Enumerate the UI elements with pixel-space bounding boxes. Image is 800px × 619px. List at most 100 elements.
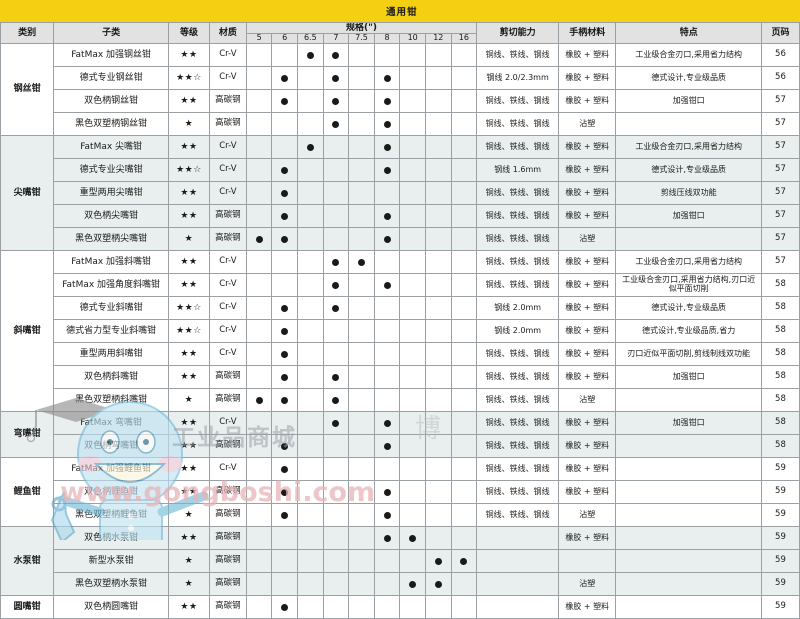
- spec-cell-7.5: [348, 503, 375, 528]
- spec-cell-10: [399, 549, 426, 574]
- cutting-cell: 铜线、铁线、钢线: [476, 388, 560, 413]
- spec-cell-7: [322, 181, 350, 206]
- table-row[interactable]: 钢丝钳 FatMax 加强钢丝钳 ★★ Cr-V 铜线、铁线、钢线 橡胶 + 塑料 工业级合…: [0, 43, 800, 137]
- col-handle: 手柄材料: [558, 21, 617, 45]
- spec-cell-6.5: [297, 43, 324, 68]
- spec-cell-6: [271, 273, 299, 298]
- page-cell: 56: [760, 43, 800, 68]
- material-cell: Cr-V: [208, 135, 247, 160]
- spec-cell-7.5: [348, 204, 375, 229]
- spec-cell-12: [424, 227, 452, 252]
- table-row[interactable]: 鲤鱼钳 FatMax 加强鲤鱼钳 ★★ Cr-V 铜线、铁线、钢线 橡胶 + 塑料 59: [0, 457, 800, 528]
- spec-cell-6.5: [297, 595, 324, 619]
- table-row[interactable]: FatMax 加强角度斜嘴钳 ★★ Cr-V 铜线、铁线、钢线 橡胶 + 塑料 工业级合金…: [1, 273, 800, 298]
- spec-cell-6: [271, 181, 299, 206]
- table-row[interactable]: 德式专业尖嘴钳 ★★☆ Cr-V 钢线 1.6mm 橡胶 + 塑料 德式设计,专业级品质 5…: [1, 158, 800, 183]
- handle-cell: 沾塑: [558, 388, 617, 413]
- spec-cell-7: [322, 135, 350, 160]
- spec-cell-7.5: [348, 365, 375, 390]
- feature-cell: [615, 457, 762, 482]
- spec-cell-6.5: [297, 457, 324, 482]
- spec-cell-7.5: [348, 43, 375, 68]
- table-row[interactable]: 黑色双塑柄斜嘴钳 ★ 高碳钢 铜线、铁线、钢线 沾塑 58: [1, 388, 800, 413]
- col-subcategory: 子类: [53, 21, 169, 45]
- table-row[interactable]: 斜嘴钳 FatMax 加强斜嘴钳 ★★ Cr-V 铜线、铁线、钢线 橡胶 + 塑料 工业级合…: [0, 250, 800, 413]
- spec-cell-6.5: [297, 296, 324, 321]
- spec-cell-8: [373, 181, 401, 206]
- cutting-cell: 铜线、铁线、钢线: [476, 365, 560, 390]
- subcategory-cell: 双色柄圆嘴钳: [53, 595, 169, 619]
- table-row[interactable]: 双色柄斜嘴钳 ★★ 高碳钢 铜线、铁线、钢线 橡胶 + 塑料 加强钳口 58: [1, 365, 800, 390]
- availability-dot: [281, 167, 289, 175]
- table-row[interactable]: 黑色双塑柄钢丝钳 ★ 高碳钢 铜线、铁线、钢线 沾塑 57: [1, 112, 800, 137]
- spec-cell-8: [373, 526, 401, 551]
- spec-cell-8: [373, 480, 401, 505]
- availability-dot: [383, 98, 391, 106]
- table-row[interactable]: 双色柄钢丝钳 ★★ 高碳钢 铜线、铁线、钢线 橡胶 + 塑料 加强钳口 57: [1, 89, 800, 114]
- spec-cell-5: [245, 250, 273, 275]
- spec-cell-8: [373, 503, 401, 528]
- table-row[interactable]: 弯嘴钳 FatMax 弯嘴钳 ★★ Cr-V 铜线、铁线、钢线 橡胶 + 塑料 加强钳口 58: [0, 411, 800, 459]
- spec-cell-10: [399, 296, 426, 321]
- table-row[interactable]: 双色柄弯嘴钳 ★★ 高碳钢 铜线、铁线、钢线 橡胶 + 塑料 58: [1, 434, 800, 459]
- table-row[interactable]: 重型两用斜嘴钳 ★★ Cr-V 铜线、铁线、钢线 橡胶 + 塑料 刃口近似平面切削,剪线制…: [1, 342, 800, 367]
- cutting-cell: 铜线、铁线、钢线: [476, 227, 560, 252]
- table-row[interactable]: 水泵钳 双色柄水泵钳 ★★ 高碳钢 橡胶 + 塑料 59: [0, 526, 800, 597]
- availability-dot: [281, 351, 289, 359]
- page-cell: 57: [760, 181, 800, 206]
- table-row[interactable]: 黑色双塑柄鲤鱼钳 ★ 高碳钢 铜线、铁线、钢线 沾塑 59: [1, 503, 800, 528]
- grade-cell: ★★: [167, 43, 210, 68]
- spec-cell-8: [373, 296, 401, 321]
- spec-cell-6: [271, 89, 299, 114]
- subcategory-cell: 双色柄钢丝钳: [53, 89, 169, 114]
- table-row[interactable]: 双色柄鲤鱼钳 ★★ 高碳钢 铜线、铁线、钢线 橡胶 + 塑料 59: [1, 480, 800, 505]
- spec-cell-7: [322, 503, 350, 528]
- category-cell: 鲤鱼钳: [0, 457, 55, 528]
- table-row[interactable]: 新型水泵钳 ★ 高碳钢 59: [1, 549, 800, 574]
- subcategory-cell: 德式专业钢丝钳: [53, 66, 169, 91]
- page-cell: 59: [760, 549, 800, 574]
- spec-cell-7.5: [348, 227, 375, 252]
- spec-cell-12: [424, 89, 452, 114]
- spec-cell-16: [450, 480, 478, 505]
- table-row[interactable]: 圆嘴钳 双色柄圆嘴钳 ★★ 高碳钢 橡胶 + 塑料 59: [0, 595, 800, 619]
- handle-cell: 橡胶 + 塑料: [558, 526, 617, 551]
- spec-cell-7.5: [348, 112, 375, 137]
- table-row[interactable]: 黑色双塑柄尖嘴钳 ★ 高碳钢 铜线、铁线、钢线 沾塑 57: [1, 227, 800, 252]
- material-cell: 高碳钢: [208, 227, 247, 252]
- spec-cell-16: [450, 549, 478, 574]
- table-row[interactable]: 黑色双塑柄水泵钳 ★ 高碳钢 沾塑 59: [1, 572, 800, 597]
- table-row[interactable]: 德式专业斜嘴钳 ★★☆ Cr-V 钢线 2.0mm 橡胶 + 塑料 德式设计,专业级品质 5…: [1, 296, 800, 321]
- grade-cell: ★★☆: [167, 296, 210, 321]
- spec-cell-8: [373, 434, 401, 459]
- spec-cell-10: [399, 388, 426, 413]
- spec-cell-5: [245, 595, 273, 619]
- spec-cell-16: [450, 204, 478, 229]
- spec-cell-7.5: [348, 319, 375, 344]
- spec-cell-8: [373, 43, 401, 68]
- table-row[interactable]: 双色柄尖嘴钳 ★★ 高碳钢 铜线、铁线、钢线 橡胶 + 塑料 加强钳口 57: [1, 204, 800, 229]
- availability-dot: [409, 581, 417, 589]
- handle-cell: 橡胶 + 塑料: [558, 595, 617, 619]
- cutting-cell: 钢线 2.0/2.3mm: [476, 66, 560, 91]
- spec-cell-7.5: [348, 250, 375, 275]
- spec-cell-5: [245, 43, 273, 68]
- spec-cell-6.5: [297, 503, 324, 528]
- availability-dot: [332, 52, 340, 60]
- table-row[interactable]: 尖嘴钳 FatMax 尖嘴钳 ★★ Cr-V 铜线、铁线、钢线 橡胶 + 塑料 工业级合金刃…: [0, 135, 800, 252]
- spec-cell-16: [450, 135, 478, 160]
- spec-cell-12: [424, 135, 452, 160]
- page-cell: 57: [760, 158, 800, 183]
- availability-dot: [383, 144, 391, 152]
- spec-cell-12: [424, 503, 452, 528]
- spec-cell-5: [245, 480, 273, 505]
- page-cell: 59: [760, 503, 800, 528]
- table-row[interactable]: 德式专业钢丝钳 ★★☆ Cr-V 钢线 2.0/2.3mm 橡胶 + 塑料 德式设计,专业…: [1, 66, 800, 91]
- table-row[interactable]: 重型两用尖嘴钳 ★★ Cr-V 铜线、铁线、钢线 橡胶 + 塑料 剪线压线双功能 57: [1, 181, 800, 206]
- table-row[interactable]: 德式省力型专业斜嘴钳 ★★☆ Cr-V 钢线 2.0mm 橡胶 + 塑料 德式设计,专业级…: [1, 319, 800, 344]
- grade-cell: ★★☆: [167, 158, 210, 183]
- spec-cell-12: [424, 411, 452, 436]
- handle-cell: 橡胶 + 塑料: [558, 365, 617, 390]
- spec-cell-7.5: [348, 480, 375, 505]
- spec-cell-5: [245, 273, 273, 298]
